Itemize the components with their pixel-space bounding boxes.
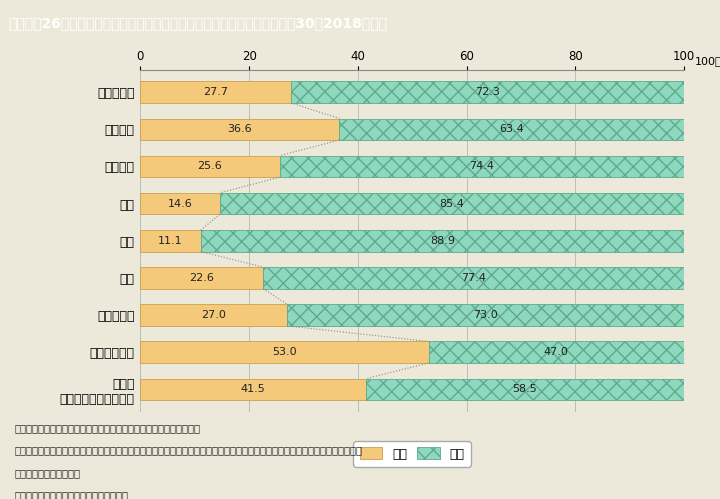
Text: 22.6: 22.6 [189, 273, 215, 283]
Text: 53.0: 53.0 [272, 347, 297, 357]
Bar [140, 379, 366, 400]
Text: 47.0: 47.0 [544, 347, 569, 357]
Bar [279, 156, 684, 177]
Bar [428, 341, 684, 363]
Text: 25.6: 25.6 [197, 162, 222, 172]
Bar [291, 81, 684, 103]
Legend: 女性, 男性: 女性, 男性 [354, 441, 471, 467]
Text: 11.1: 11.1 [158, 236, 183, 246]
Text: 用機関等。: 用機関等。 [14, 468, 81, 478]
Text: ２．「大学等」は，大学の学部（大学院の研究科を含む。），短期大学，高等専門学校，大学附置研究所及び大学共同利: ２．「大学等」は，大学の学部（大学院の研究科を含む。），短期大学，高等専門学校，… [14, 446, 362, 456]
Bar [140, 304, 287, 326]
Text: 74.4: 74.4 [469, 162, 495, 172]
Bar [140, 81, 291, 103]
Text: ３．平成３０年３月３１日現在。: ３．平成３０年３月３１日現在。 [14, 490, 128, 499]
Text: 14.6: 14.6 [168, 199, 192, 209]
Bar [140, 119, 339, 140]
Bar [140, 193, 220, 215]
Bar [140, 267, 264, 289]
Bar [140, 156, 279, 177]
Bar [201, 230, 684, 251]
Bar [140, 341, 428, 363]
Text: （備考）１．総務省「科学技術研究調査」（平成３０年）より作成。: （備考）１．総務省「科学技術研究調査」（平成３０年）より作成。 [14, 423, 200, 433]
Text: 63.4: 63.4 [499, 124, 524, 134]
Bar [366, 379, 684, 400]
Text: 27.0: 27.0 [202, 310, 226, 320]
Bar [140, 230, 201, 251]
Text: 58.5: 58.5 [513, 384, 537, 394]
Text: 85.4: 85.4 [439, 199, 464, 209]
Text: 73.0: 73.0 [473, 310, 498, 320]
Bar [287, 304, 684, 326]
Text: 77.4: 77.4 [461, 273, 486, 283]
Text: 100（%）: 100（%） [695, 55, 720, 65]
Bar [339, 119, 684, 140]
Text: 41.5: 41.5 [240, 384, 266, 394]
Text: 88.9: 88.9 [430, 236, 455, 246]
Text: 36.6: 36.6 [228, 124, 252, 134]
Bar [220, 193, 684, 215]
Bar [264, 267, 684, 289]
Text: 27.7: 27.7 [203, 87, 228, 97]
Text: 72.3: 72.3 [475, 87, 500, 97]
Text: Ｉ－特－26図　専門分野別に見た大学等の研究本務者の男女別割合（平成30（2018）年）: Ｉ－特－26図 専門分野別に見た大学等の研究本務者の男女別割合（平成30（201… [9, 16, 387, 31]
